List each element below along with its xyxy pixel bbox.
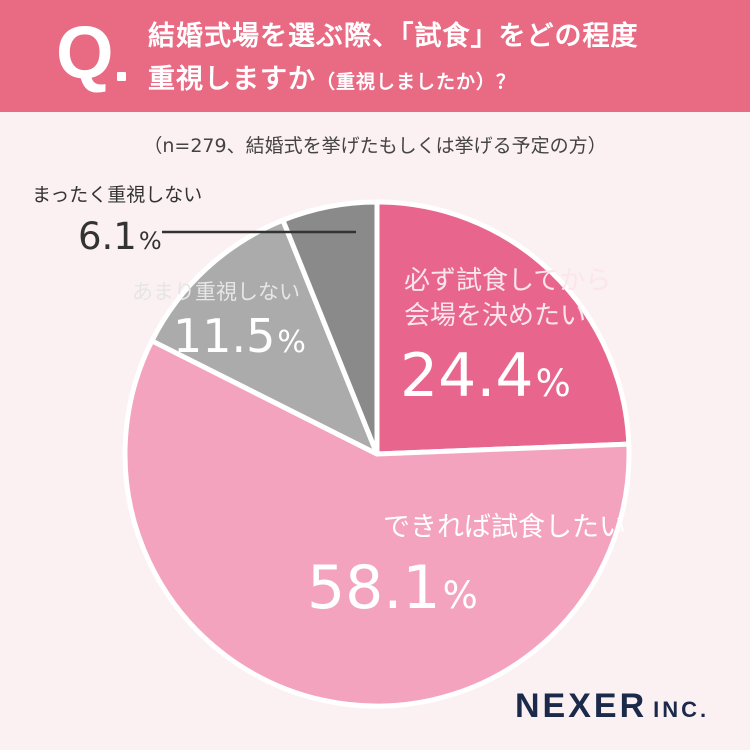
q-dot [117,72,126,81]
question-line-2-sub: （重視しましたか）？ [316,71,517,93]
label-prefer-taste-text: できれば試食したい [383,512,626,543]
q-mark: Q [56,11,114,94]
question-line-2: 重視しますか（重視しましたか）？ [148,57,516,96]
label-prefer-taste-value: 58.1% [307,553,478,623]
label-not-at-all-text: まったく重視しない [32,184,202,206]
slice-prefer-taste [122,338,632,709]
logo-main: NEXER [515,687,648,725]
company-logo: NEXER INC. [515,687,709,726]
question-line-2-main: 重視しますか [148,64,316,95]
label-must-taste-text: 必ず試食してから [404,266,611,296]
label-not-much-value: 11.5% [173,309,306,363]
sample-note: （n=279、結婚式を挙げたもしくは挙げる予定の方） [143,135,607,157]
slice-not-at-all [280,199,380,457]
slice-not-much [149,217,380,457]
label-must-taste-text: 会場を決めたい [404,301,586,331]
question-line-1: 結婚式場を選ぶ際、「試食」をどの程度 [148,21,639,52]
pie-slices [122,199,632,709]
slice-must-taste [374,199,632,457]
question-header: Q 結婚式場を選ぶ際、「試食」をどの程度 重視しますか（重視しましたか）？ [0,0,750,112]
logo-sub: INC. [653,697,710,722]
label-must-taste-value: 24.4% [400,341,571,411]
label-not-much-text: あまり重視しない [132,280,300,304]
label-not-at-all-value: 6.1% [78,215,162,258]
